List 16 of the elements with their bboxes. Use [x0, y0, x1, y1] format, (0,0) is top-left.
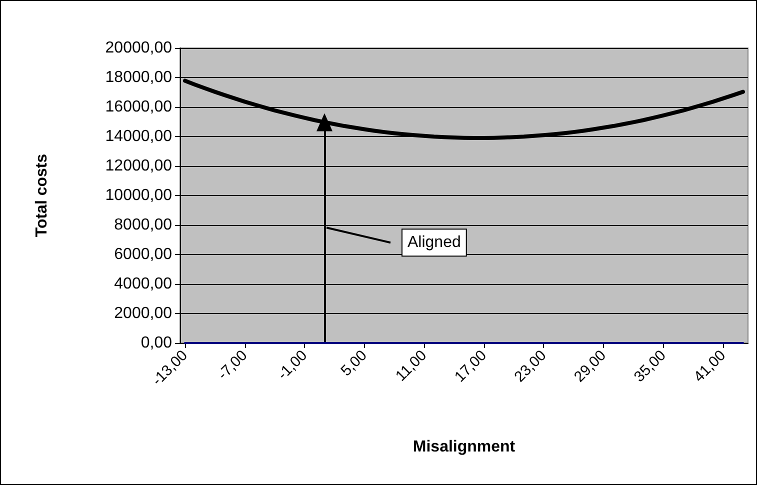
y-tick-label: 14000,00 [105, 128, 172, 145]
y-tick-label: 0,00 [140, 334, 172, 352]
ref-line-label: Aligned [407, 234, 461, 252]
y-tick-label: 20000,00 [105, 40, 172, 56]
x-tick-label: 5,00 [338, 346, 370, 380]
y-tick-label: 12000,00 [105, 158, 172, 174]
y-tick-label: 8000,00 [114, 216, 172, 234]
line-series [182, 78, 746, 140]
y-axis-title: Total costs [34, 154, 50, 238]
x-axis-title: Misalignment [412, 438, 516, 456]
y-tick-label: 16000,00 [105, 98, 172, 116]
y-tick-label: 6000,00 [114, 246, 172, 263]
y-tick-label: 18000,00 [105, 69, 172, 86]
y-tick-label: 4000,00 [114, 276, 172, 292]
y-tick-label: 2000,00 [114, 305, 172, 322]
y-tick-label: 10000,00 [105, 187, 172, 204]
